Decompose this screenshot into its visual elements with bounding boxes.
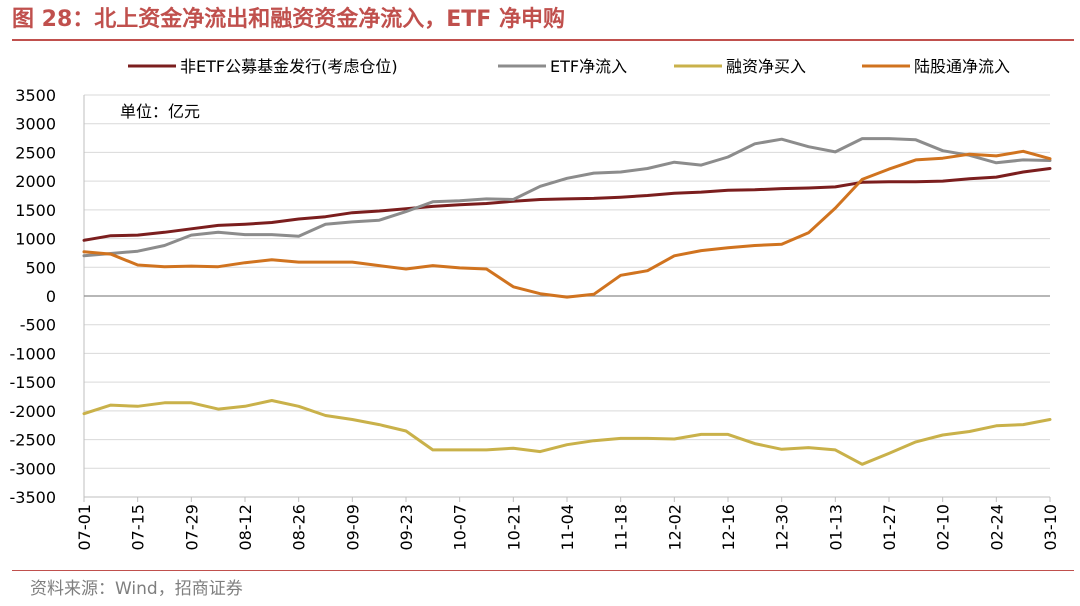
y-tick-label: -1500: [10, 373, 57, 392]
x-tick-label: 10-07: [451, 504, 470, 551]
x-tick-label: 07-01: [75, 504, 94, 551]
y-tick-label: 3000: [15, 115, 56, 134]
x-tick-label: 07-29: [182, 504, 201, 551]
line-chart: 3500 3000 2500 2000 1500 1000 500 0 -500 -1000 -15…: [10, 57, 1061, 551]
title-divider: [12, 39, 1074, 41]
series-lines: [82, 137, 1052, 466]
legend-label: 陆股通净流入: [914, 57, 1010, 76]
legend-label: ETF净流入: [550, 57, 627, 76]
y-tick-label: -3500: [10, 488, 57, 507]
y-tick-label: -2500: [10, 431, 57, 450]
y-tick-label: 2000: [15, 172, 56, 191]
footer-divider: [12, 570, 1074, 571]
x-tick-label: 09-09: [343, 504, 362, 551]
source-note: 资料来源：Wind，招商证券: [30, 579, 243, 599]
chart-title: 图 28：北上资金净流出和融资资金净流入，ETF 净申购: [12, 7, 565, 32]
y-tick-label: 1000: [15, 230, 56, 249]
y-tick-label: -3000: [10, 459, 57, 478]
y-tick-label: 0: [46, 287, 56, 306]
y-tick-label: 3500: [15, 86, 56, 105]
y-tick-label: -2000: [10, 402, 57, 421]
x-tick-label: 12-02: [665, 504, 684, 551]
x-tick-label: 12-16: [719, 504, 738, 551]
x-tick-label: 12-30: [773, 504, 792, 551]
x-tick-label: 02-10: [934, 504, 953, 551]
series-line: [82, 149, 1052, 299]
y-tick-label: 2500: [15, 143, 56, 162]
y-tick-label: 500: [25, 258, 56, 277]
unit-label: 单位：亿元: [120, 102, 200, 121]
y-tick-label: 1500: [15, 201, 56, 220]
x-tick-label: 11-18: [612, 504, 631, 551]
x-tick-labels: 07-01 07-15 07-29 08-12 08-26 09-09 09-23 10-07…: [75, 504, 1060, 551]
legend: 非ETF公募基金发行(考虑仓位) ETF净流入 融资净买入 陆股通净流入: [128, 57, 1010, 76]
x-tick-label: 03-10: [1041, 504, 1060, 551]
x-tick-label: 07-15: [129, 504, 148, 551]
x-tick-label: 08-12: [236, 504, 255, 551]
x-tick-label: 11-04: [558, 504, 577, 551]
x-tick-label: 09-23: [397, 504, 416, 551]
x-tick-label: 08-26: [290, 504, 309, 551]
y-tick-labels: 3500 3000 2500 2000 1500 1000 500 0 -500 -1000 -15…: [10, 86, 57, 507]
series-line: [82, 167, 1052, 242]
series-line: [82, 399, 1052, 466]
legend-label: 非ETF公募基金发行(考虑仓位): [180, 57, 398, 76]
y-tick-label: -1000: [10, 344, 57, 363]
x-tick-label: 01-27: [880, 504, 899, 551]
y-tick-label: -500: [20, 316, 56, 335]
x-tick-label: 01-13: [826, 504, 845, 551]
x-tick-label: 02-24: [987, 504, 1006, 551]
x-tick-label: 10-21: [504, 504, 523, 551]
legend-label: 融资净买入: [726, 57, 806, 76]
series-line: [82, 137, 1052, 258]
